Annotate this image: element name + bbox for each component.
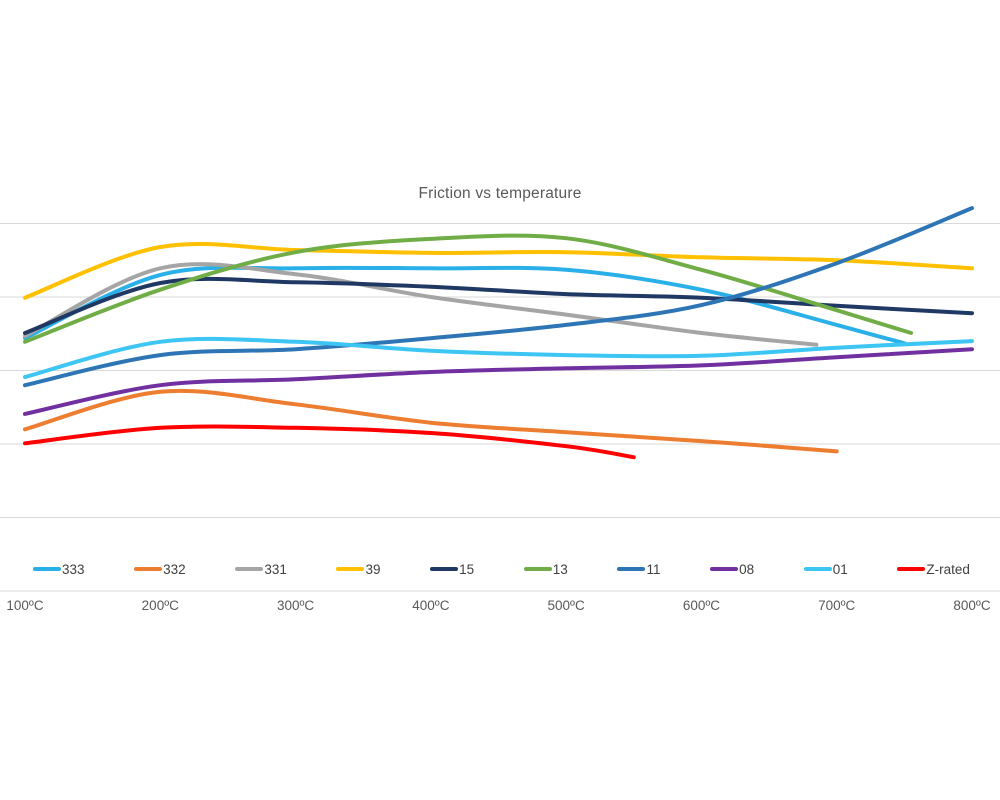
legend-swatch-Z-rated [897,566,926,572]
legend-item-01: 01 [803,561,848,577]
legend-swatch-331 [235,566,264,572]
legend-swatch-11 [617,566,646,572]
legend-label: 333 [62,561,85,577]
legend-swatch-333 [33,566,61,572]
legend-item-333: 333 [33,562,85,577]
legend-label: 01 [832,561,848,577]
legend-swatch-39 [336,566,365,572]
legend-item-332: 332 [134,562,186,577]
series-line-08 [23,347,974,416]
legend-swatch-332 [134,566,163,572]
legend-swatch-15 [430,566,459,572]
legend-item-11: 11 [617,562,660,577]
series-line-13 [23,233,914,344]
series-line-332 [23,388,839,454]
legend-item-39: 39 [336,561,381,577]
x-axis-label: 600ºC [682,598,721,613]
chart-legend: 333 332 331 39 15 13 11 08 01 Z-rated [33,559,970,579]
legend-swatch-13 [523,566,552,572]
legend-swatch-08 [710,566,739,572]
series-line-Z-rated [23,424,636,460]
legend-label: 15 [459,561,475,577]
legend-item-08: 08 [710,562,754,577]
legend-label: 39 [365,561,381,577]
series-line-01 [23,336,974,380]
legend-item-331: 331 [235,562,287,577]
x-axis-label: 700ºC [818,598,856,613]
series-line-331 [23,262,819,347]
legend-item-Z-rated: Z-rated [897,562,970,577]
x-axis-label: 400ºC [412,598,450,613]
legend-label: Z-rated [926,561,970,577]
legend-swatch-01 [803,566,832,572]
series-line-333 [23,265,907,346]
legend-label: 08 [739,561,755,577]
legend-item-13: 13 [523,561,568,577]
legend-label: 11 [646,561,661,577]
x-axis-label: 800ºC [953,598,991,613]
x-axis-label: 200ºC [141,598,179,613]
legend-label: 331 [264,561,287,577]
legend-item-15: 15 [430,562,474,577]
x-axis-labels: 100ºC 200ºC 300ºC 400ºC 500ºC 600ºC 700ºC 800ºC [0,598,1000,616]
legend-label: 332 [163,561,186,577]
legend-label: 13 [552,561,568,577]
series-line-39 [23,241,974,300]
x-axis-label: 300ºC [276,598,315,613]
series-line-11 [23,206,974,388]
chart-title: Friction vs temperature [418,185,582,202]
x-axis-label: 100ºC [6,598,44,613]
x-axis-label: 500ºC [547,598,585,613]
